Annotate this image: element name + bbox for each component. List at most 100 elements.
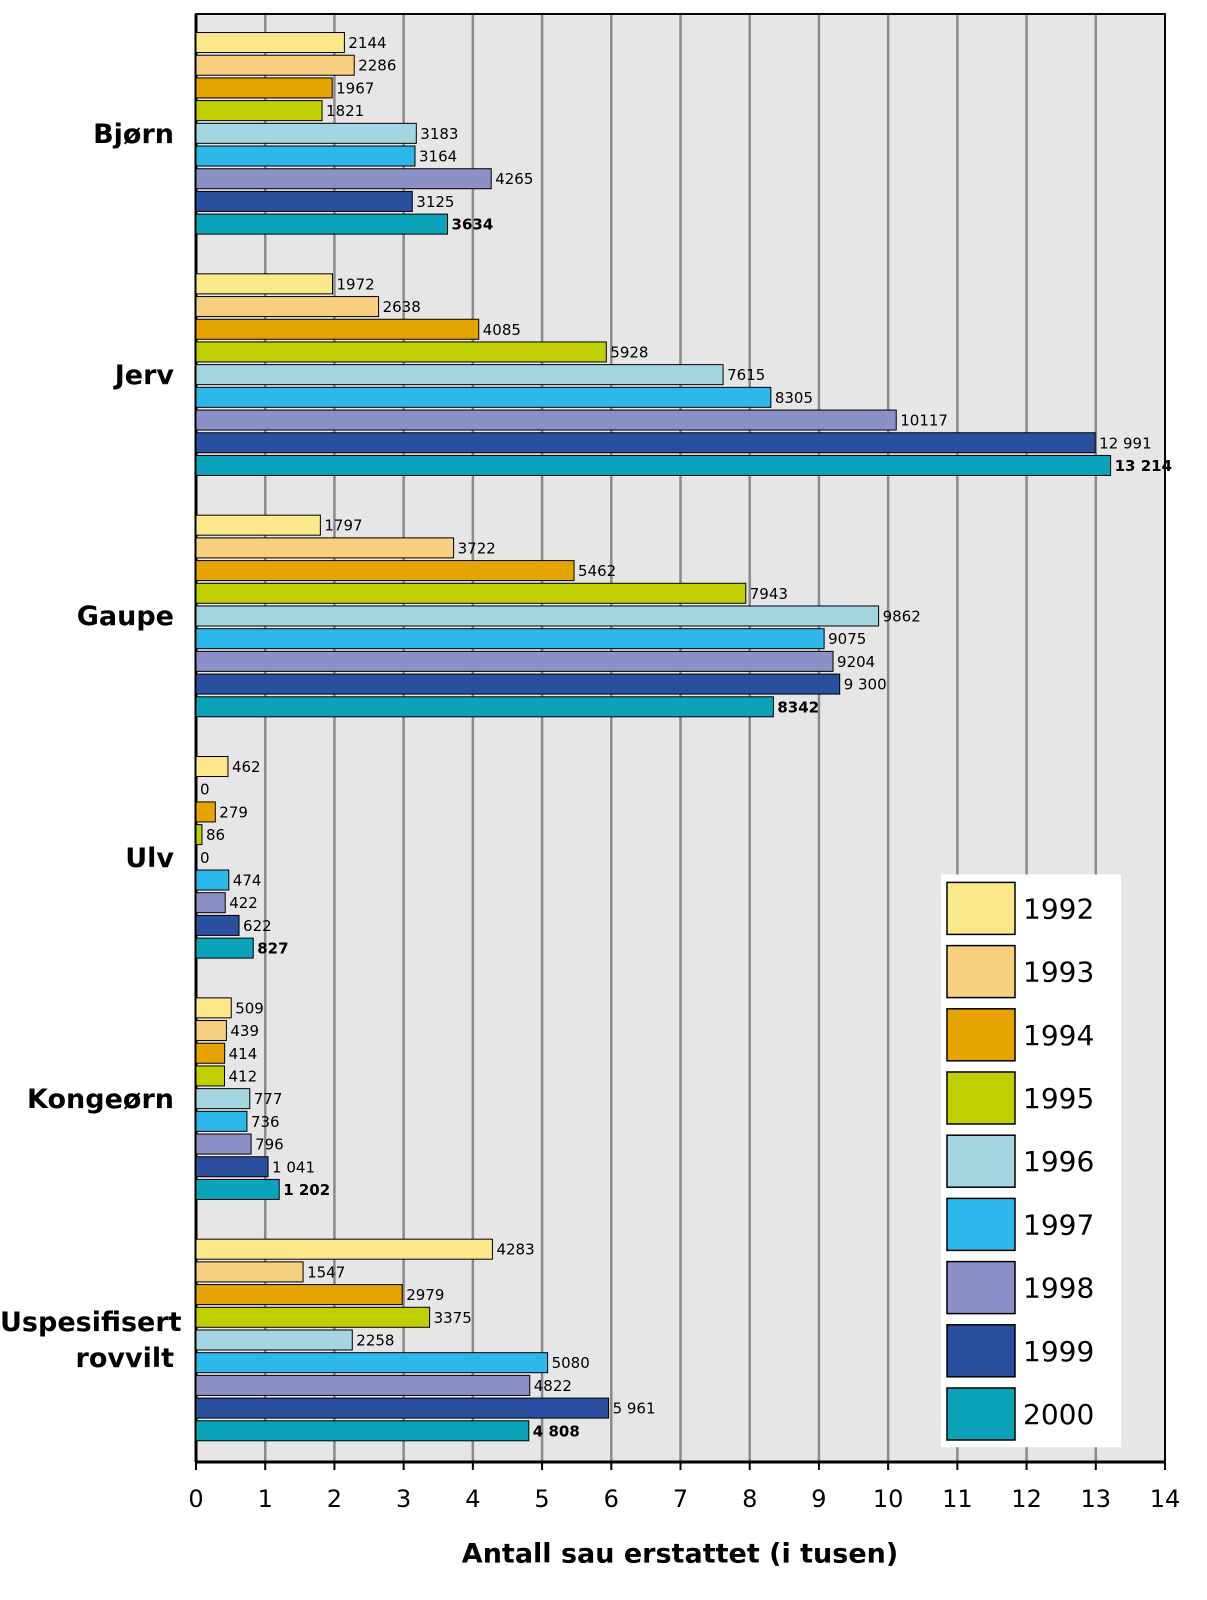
data-label: 5928 bbox=[610, 343, 648, 361]
x-tick-label: 13 bbox=[1081, 1485, 1112, 1513]
data-label: 86 bbox=[206, 826, 225, 844]
bar bbox=[196, 1285, 402, 1305]
bar bbox=[196, 433, 1095, 453]
bar bbox=[196, 915, 239, 935]
bar bbox=[196, 1307, 430, 1327]
data-label: 414 bbox=[229, 1045, 258, 1063]
data-label: 9075 bbox=[828, 630, 866, 648]
data-label: 736 bbox=[251, 1113, 280, 1131]
x-tick-label: 14 bbox=[1150, 1485, 1181, 1513]
legend-label: 1996 bbox=[1023, 1145, 1094, 1178]
bar bbox=[196, 629, 824, 649]
legend-label: 2000 bbox=[1023, 1398, 1094, 1431]
bar bbox=[196, 1179, 279, 1199]
data-label: 2979 bbox=[406, 1286, 444, 1304]
data-label: 5462 bbox=[578, 562, 616, 580]
data-label: 13 214 bbox=[1115, 457, 1172, 475]
bar bbox=[196, 1421, 529, 1441]
bar bbox=[196, 214, 448, 234]
data-label: 4 808 bbox=[533, 1422, 580, 1440]
bar bbox=[196, 893, 225, 913]
data-label: 3634 bbox=[452, 216, 494, 234]
data-label: 8305 bbox=[775, 389, 813, 407]
bar bbox=[196, 33, 344, 53]
data-label: 3722 bbox=[458, 539, 496, 557]
bar bbox=[196, 387, 771, 407]
x-tick-label: 7 bbox=[673, 1485, 688, 1513]
data-label: 4265 bbox=[495, 170, 533, 188]
data-label: 1547 bbox=[307, 1263, 345, 1281]
legend-label: 1992 bbox=[1023, 892, 1094, 925]
x-tick-label: 11 bbox=[942, 1485, 973, 1513]
data-label: 7943 bbox=[750, 585, 788, 603]
data-label: 279 bbox=[219, 803, 248, 821]
data-label: 2638 bbox=[383, 298, 421, 316]
bar bbox=[196, 319, 479, 339]
data-label: 509 bbox=[235, 999, 264, 1017]
data-label: 1 041 bbox=[272, 1158, 315, 1176]
bar bbox=[196, 55, 354, 75]
x-axis-label: Antall sau erstattet (i tusen) bbox=[462, 1539, 898, 1570]
data-label: 2286 bbox=[358, 57, 396, 75]
data-label: 462 bbox=[232, 758, 261, 776]
data-label: 777 bbox=[254, 1090, 283, 1108]
data-label: 10117 bbox=[900, 412, 948, 430]
legend-label: 1998 bbox=[1023, 1272, 1094, 1305]
bar bbox=[196, 169, 491, 189]
chart: Antall sau erstattet (i tusen) 012345678… bbox=[0, 0, 1207, 1600]
bar bbox=[196, 1043, 225, 1063]
data-label: 2258 bbox=[356, 1331, 394, 1349]
x-tick-label: 8 bbox=[742, 1485, 757, 1513]
bar bbox=[196, 674, 840, 694]
bar bbox=[196, 938, 253, 958]
x-tick-label: 2 bbox=[327, 1485, 342, 1513]
data-label: 8342 bbox=[777, 698, 819, 716]
data-label: 3164 bbox=[419, 148, 457, 166]
bar bbox=[196, 1239, 492, 1259]
bar bbox=[196, 455, 1111, 475]
data-label: 4085 bbox=[483, 321, 521, 339]
data-label: 5080 bbox=[552, 1354, 590, 1372]
category-label: Kongeørn bbox=[0, 1082, 174, 1118]
data-label: 622 bbox=[243, 917, 272, 935]
category-label: Gaupe bbox=[0, 599, 174, 635]
bar bbox=[196, 1353, 548, 1373]
legend-swatch bbox=[947, 1198, 1015, 1250]
legend-swatch bbox=[947, 1009, 1015, 1061]
legend-swatch bbox=[947, 882, 1015, 934]
data-label: 2144 bbox=[348, 34, 386, 52]
bar bbox=[196, 757, 228, 777]
bar bbox=[196, 1111, 247, 1131]
x-tick-label: 9 bbox=[811, 1485, 826, 1513]
data-label: 796 bbox=[255, 1136, 284, 1154]
bar bbox=[196, 1398, 609, 1418]
bar bbox=[196, 697, 773, 717]
data-label: 5 961 bbox=[613, 1400, 656, 1418]
data-label: 4822 bbox=[534, 1377, 572, 1395]
x-tick-label: 5 bbox=[534, 1485, 549, 1513]
data-label: 0 bbox=[200, 849, 210, 867]
bar bbox=[196, 1157, 268, 1177]
data-label: 4283 bbox=[496, 1241, 534, 1259]
data-label: 827 bbox=[257, 940, 288, 958]
data-label: 474 bbox=[233, 872, 262, 890]
bar bbox=[196, 410, 896, 430]
bar bbox=[196, 1262, 303, 1282]
data-label: 9862 bbox=[883, 607, 921, 625]
legend-label: 1999 bbox=[1023, 1335, 1094, 1368]
bar bbox=[196, 651, 833, 671]
bar bbox=[196, 101, 322, 121]
data-label: 1797 bbox=[324, 517, 362, 535]
bar bbox=[196, 123, 416, 143]
bar bbox=[196, 606, 879, 626]
x-tick-label: 6 bbox=[604, 1485, 619, 1513]
data-label: 1967 bbox=[336, 79, 374, 97]
data-label: 9 300 bbox=[844, 676, 887, 694]
legend-label: 1995 bbox=[1023, 1082, 1094, 1115]
bar bbox=[196, 146, 415, 166]
data-label: 9204 bbox=[837, 653, 875, 671]
legend-swatch bbox=[947, 1262, 1015, 1314]
legend-label: 1994 bbox=[1023, 1019, 1094, 1052]
category-label: Bjørn bbox=[0, 117, 174, 153]
data-label: 422 bbox=[229, 894, 258, 912]
